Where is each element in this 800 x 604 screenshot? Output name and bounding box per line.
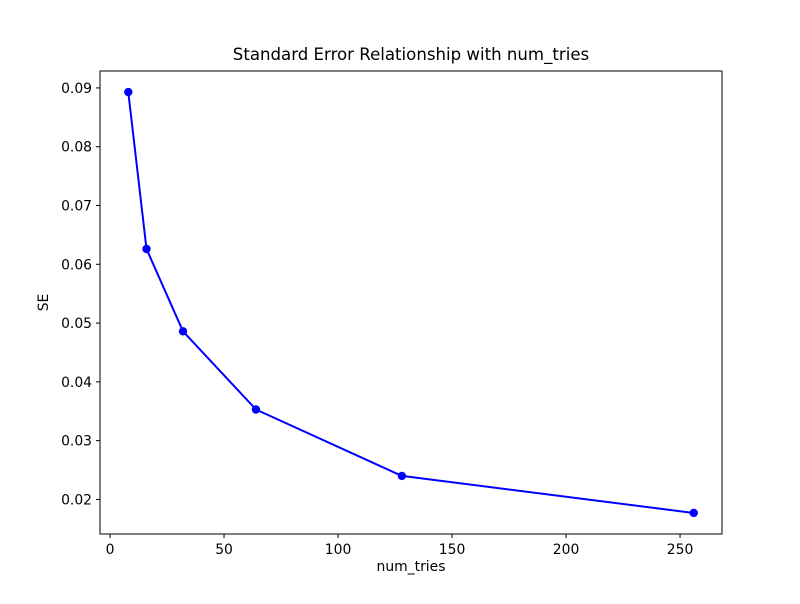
chart-title: Standard Error Relationship with num_tri… <box>233 45 589 65</box>
y-axis-label: SE <box>36 294 52 312</box>
data-point-marker <box>124 87 133 97</box>
y-tick-label: 0.04 <box>61 375 92 391</box>
y-tick-label: 0.02 <box>61 492 92 508</box>
x-tick-label: 0 <box>106 542 115 558</box>
x-tick-label: 50 <box>215 542 233 558</box>
data-point-marker <box>689 508 698 518</box>
data-point-marker <box>251 405 261 414</box>
y-tick-label: 0.08 <box>61 140 92 156</box>
y-tick-label: 0.03 <box>61 434 92 450</box>
data-point-marker <box>397 471 407 481</box>
y-tick-label: 0.07 <box>61 199 92 215</box>
plot-area: 0 50 100 150 200 250 0.02 0.03 0.04 0.05 0.06 0.07 0… <box>61 70 723 558</box>
y-tick-label: 0.06 <box>61 257 92 273</box>
data-point-marker <box>142 244 151 254</box>
data-line <box>127 91 694 514</box>
y-tick-label: 0.09 <box>61 81 92 97</box>
x-tick-label: 250 <box>667 542 694 558</box>
plot-border <box>99 70 723 535</box>
x-tick-label: 150 <box>439 542 466 558</box>
x-axis-label: num_tries <box>377 559 446 575</box>
y-tick-label: 0.05 <box>61 316 92 332</box>
x-tick-label: 100 <box>325 542 352 558</box>
data-point-marker <box>178 327 188 336</box>
x-tick-label: 200 <box>553 542 580 558</box>
